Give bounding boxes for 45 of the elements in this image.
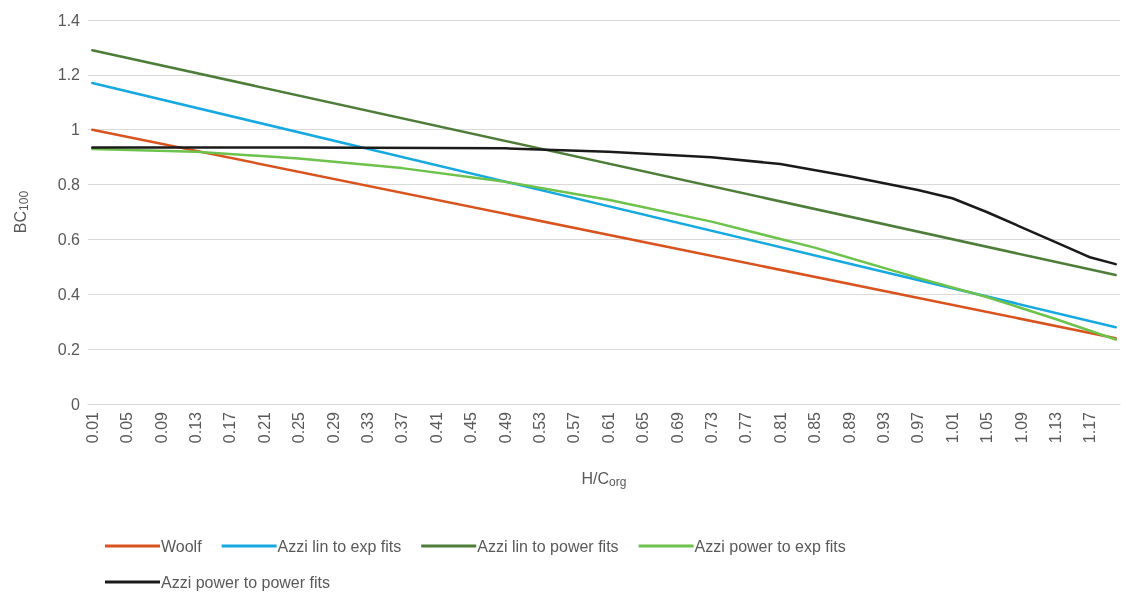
y-tick-label: 1 [71,121,81,139]
x-tick-label: 0.41 [427,411,445,444]
x-tick-label: 0.25 [290,411,308,444]
x-tick-label: 1.17 [1081,411,1099,444]
x-tick-label: 0.49 [496,411,514,444]
y-tick-label: 1.2 [57,66,81,84]
x-tick-label: 0.89 [840,411,858,444]
x-tick-label: 0.37 [393,411,411,444]
x-tick-label: 0.85 [806,411,824,444]
y-tick-label: 0 [71,395,81,413]
legend-label: Azzi power to power fits [161,573,330,591]
x-tick-label: 1.09 [1012,411,1030,444]
y-tick-label: 0.2 [57,340,81,358]
x-tick-label: 0.61 [599,411,617,444]
x-tick-label: 1.13 [1047,411,1064,444]
y-axis-title: BC100 [11,190,31,234]
legend-label: Woolf [161,537,203,555]
legend-label: Azzi lin to power fits [477,537,619,555]
x-tick-label: 0.57 [565,411,583,444]
x-tick-label: 0.73 [703,411,720,444]
x-tick-label: 0.29 [324,411,342,444]
x-tick-label: 0.77 [737,411,755,444]
x-tick-label: 0.13 [187,411,204,444]
x-tick-label: 0.33 [359,411,376,444]
x-tick-label: 0.65 [634,411,652,444]
x-tick-label: 0.93 [875,411,892,444]
x-tick-label: 0.53 [531,411,548,444]
x-tick-label: 0.05 [118,411,136,444]
x-tick-label: 0.81 [771,411,789,444]
x-tick-label: 0.97 [909,411,927,444]
x-tick-label: 0.21 [255,411,273,444]
x-tick-label: 0.45 [462,411,480,444]
y-tick-label: 1.4 [57,11,81,29]
x-tick-label: 0.01 [83,411,101,444]
x-tick-label: 1.05 [978,411,996,444]
x-tick-label: 0.17 [221,411,239,444]
y-tick-label: 0.8 [57,176,81,194]
y-tick-label: 0.6 [57,230,81,248]
legend-label: Azzi power to exp fits [694,537,846,555]
x-tick-label: 0.09 [152,411,170,444]
x-tick-label: 1.01 [943,411,961,444]
y-tick-label: 0.4 [57,285,81,303]
legend-label: Azzi lin to exp fits [277,537,402,555]
x-tick-label: 0.69 [668,411,686,444]
line-series [91,146,1117,266]
